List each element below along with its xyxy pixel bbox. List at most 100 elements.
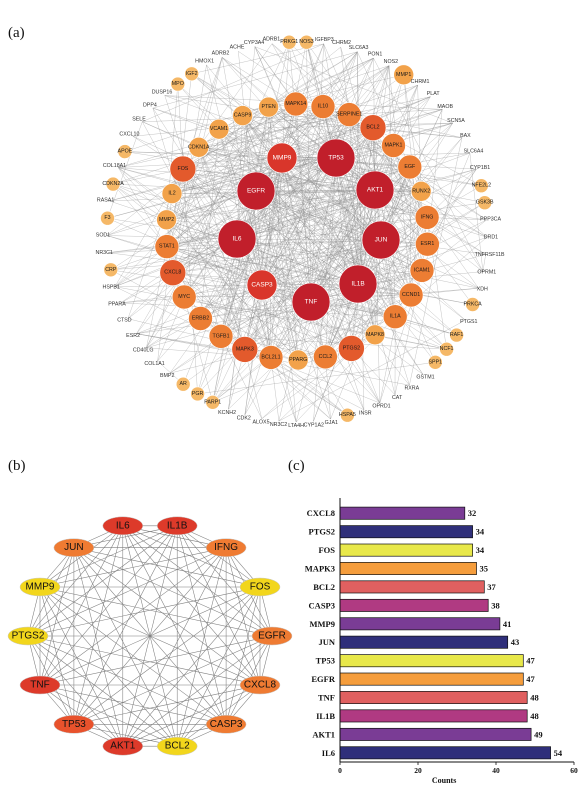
network-node-rxra: RXRA [404,385,419,391]
network-node-label: ICAM1 [414,267,430,273]
network-node-label: MAPK8 [366,332,384,338]
network-node-nos2: NOS2 [384,59,398,65]
network-node-label: BMP2 [160,373,174,379]
network-node-akt1: AKT1 [355,170,395,210]
network-node-label: ESR2 [126,333,140,339]
bar-il6 [339,746,551,760]
network-node-label: F3 [104,215,110,221]
value-label-mapk3: 35 [480,564,489,574]
network-node-label: PPARG [289,357,307,363]
category-label-bcl2: BCL2 [313,582,335,592]
network-node-slc6a4: SLC6A4 [464,149,484,155]
network-node-f3: F3 [100,210,115,226]
network-node-label: MMP9 [273,155,292,162]
value-label-tnf: 48 [530,693,539,703]
network-node-label: XDH [477,286,488,292]
network-node-mapk8: MAPK8 [364,324,386,346]
hub-node-label: TP53 [62,719,86,730]
hub-node-ifng: IFNG [205,538,247,557]
hub-node-ptgs2: PTGS2 [7,626,49,646]
network-node-spp1: SPP1 [427,354,443,370]
network-node-oprd1: OPRD1 [372,404,390,410]
network-node-cdk2: CDK2 [237,416,251,422]
network-node-label: FOS [177,166,188,172]
network-node-label: SERPINE1 [336,112,362,118]
network-node-label: AKT1 [367,187,384,194]
network-node-label: NOS3 [299,39,313,45]
network-node-label: CAT [392,395,403,401]
bar-tp53 [339,654,524,668]
hub-node-label: FOS [250,582,271,593]
network-node-label: BCL2L1 [261,354,280,360]
network-node-mmp9: MMP9 [266,142,298,174]
network-node-col18a1: COL18A1 [103,163,126,169]
network-node-drd1: DRD1 [484,234,498,240]
bar-mapk3 [339,562,477,575]
network-node-mmp1: MMP1 [393,64,415,86]
value-label-mmp9: 41 [503,619,512,629]
network-node-il2: IL2 [161,183,183,204]
category-label-cxcl8: CXCL8 [307,508,335,518]
network-node-fos: FOS [169,155,197,183]
network-node-label: CCND1 [402,292,420,298]
network-node-ccnd1: CCND1 [398,282,424,308]
bar-cxcl8 [339,506,466,520]
network-node-label: PTGS1 [460,319,477,325]
network-node-label: CYP1B1 [470,165,490,171]
network-node-col1a1: COL1A1 [144,361,164,367]
panel-label-b: (b) [8,458,26,474]
network-node-label: INSR [359,411,372,417]
network-node-label: SELE [132,116,146,122]
network-node-label: CASP9 [234,113,251,119]
network-node-igfbp3: IGFBP3 [315,37,334,43]
network-node-label: BAX [460,133,471,139]
network-node-label: NR3C2 [270,422,287,428]
network-node-maob: MAOB [437,104,453,110]
network-node-label: IGFBP3 [315,37,334,43]
network-node-esr2: ESR2 [126,333,140,339]
network-node-label: SLC6A4 [464,149,484,155]
network-node-label: SLC6A3 [349,45,369,51]
x-tick-label: 40 [492,766,500,775]
network-node-pparg: PPARG [287,349,309,371]
network-node-label: JUN [375,237,388,244]
category-label-il1b: IL1B [316,711,335,721]
network-node-mmp2: MMP2 [156,209,177,231]
network-node-alox5: ALOX5 [252,420,269,426]
network-node-bax: BAX [460,133,471,139]
network-node-runx2: RUNX2 [410,181,432,202]
value-label-il6: 54 [554,748,563,758]
network-node-label: MAPK14 [285,101,306,107]
bar-ptgs2 [339,525,473,539]
value-label-bcl2: 37 [487,582,496,592]
x-tick-label: 20 [414,766,422,775]
value-label-casp3: 38 [491,600,500,610]
network-node-label: RAF1 [450,332,464,338]
hub-node-il1b: IL1B [156,516,198,536]
network-node-label: ADRB2 [212,51,230,57]
network-node-label: EGF [404,164,416,170]
network-node-label: PLAT [427,91,441,97]
network-node-label: AR [180,381,188,387]
network-node-label: ADRB1 [263,37,281,43]
x-axis-label: Counts [432,776,456,785]
network-node-plat: PLAT [427,91,441,97]
network-node-label: COL1A1 [144,361,164,367]
network-node-label: LTA4H [288,423,304,429]
value-label-fos: 34 [476,545,485,555]
network-node-label: TGFB1 [212,333,229,339]
network-node-myc: MYC [171,284,197,310]
network-node-label: CCL2 [319,354,333,360]
network-node-prkca: PRKCA [463,297,482,312]
category-label-fos: FOS [318,545,335,555]
category-label-tnf: TNF [318,693,335,703]
network-node-sele: SELE [132,116,146,122]
network-node-label: ALOX5 [252,420,269,426]
network-node-gstm1: GSTM1 [416,374,434,380]
bar-casp3 [339,598,489,612]
hub-node-label: CXCL8 [244,680,277,691]
network-node-serpine1: SERPINE1 [336,102,362,127]
ppi-network-hub: IL1B IFNG FOS EGFR CXCL8 CASP3 BCL2 AKT1 TP53 TNF… [7,516,293,756]
network-node-erbb2: ERBB2 [188,306,213,331]
network-node-ccl2: CCL2 [313,344,338,370]
